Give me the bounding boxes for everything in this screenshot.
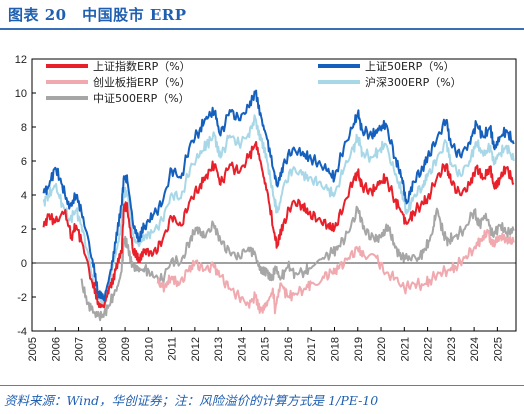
x-tick-label: 2023 xyxy=(446,337,458,361)
y-tick-label: 8 xyxy=(21,122,27,134)
series-line-2 xyxy=(156,228,515,315)
x-tick-label: 2008 xyxy=(97,337,109,361)
series-line-4 xyxy=(80,205,515,322)
axes: -4 -2 0 2 4 6 8 10 12 2005 2006 2007 2008 2009 2010 201… xyxy=(15,54,517,361)
x-tick-label: 2015 xyxy=(260,337,272,361)
x-tick-label: 2009 xyxy=(120,337,132,361)
y-tick-label: -4 xyxy=(17,326,27,338)
y-tick-label: 0 xyxy=(21,258,27,270)
legend: 上证指数ERP（%） 上证50ERP（%） 创业板指ERP（%） 沪深300ERP（%… xyxy=(46,59,462,105)
y-tick-label: 2 xyxy=(21,224,27,236)
x-tick-label: 2005 xyxy=(27,337,39,361)
y-tick-label: 12 xyxy=(15,54,27,66)
x-tick-label: 2024 xyxy=(469,337,481,361)
source-note: 资料来源：Wind，华创证券；注：风险溢价的计算方式是 1/PE-10 xyxy=(4,393,379,408)
x-tick-label: 2016 xyxy=(283,337,295,361)
legend-label-0: 上证指数ERP（%） xyxy=(93,59,191,73)
figure-title: 图表 20 中国股市 ERP xyxy=(8,6,187,24)
source-rule xyxy=(0,385,524,386)
y-tick-label: 4 xyxy=(21,190,27,202)
x-tick-label: 2020 xyxy=(376,337,388,361)
y-tick-label: -2 xyxy=(17,292,27,304)
x-tick-label: 2022 xyxy=(423,337,435,361)
x-tick-label: 2006 xyxy=(50,337,62,361)
legend-label-2: 创业板指ERP（%） xyxy=(93,75,191,89)
x-tick-label: 2012 xyxy=(190,337,202,361)
x-tick-label: 2011 xyxy=(167,337,179,361)
line-chart: -4 -2 0 2 4 6 8 10 12 2005 2006 2007 2008 2009 2010 201… xyxy=(15,54,517,361)
x-tick-label: 2013 xyxy=(213,337,225,361)
legend-label-4: 中证500ERP（%） xyxy=(93,92,190,105)
series-line-0 xyxy=(42,141,515,309)
x-tick-label: 2019 xyxy=(353,337,365,361)
legend-label-1: 上证50ERP（%） xyxy=(365,60,455,73)
y-tick-label: 6 xyxy=(21,156,27,168)
x-tick-label: 2017 xyxy=(306,337,318,361)
series-line-3 xyxy=(42,114,515,309)
y-tick-label: 10 xyxy=(15,88,27,100)
x-tick-label: 2018 xyxy=(330,337,342,361)
x-tick-label: 2021 xyxy=(399,337,411,361)
title-rule xyxy=(0,28,524,30)
x-tick-label: 2010 xyxy=(143,337,155,361)
series-lines xyxy=(42,89,515,322)
legend-label-3: 沪深300ERP（%） xyxy=(365,75,462,89)
x-tick-label: 2014 xyxy=(236,337,248,361)
series-line-1 xyxy=(42,89,515,302)
x-tick-label: 2007 xyxy=(74,337,86,361)
x-tick-label: 2025 xyxy=(492,337,504,361)
